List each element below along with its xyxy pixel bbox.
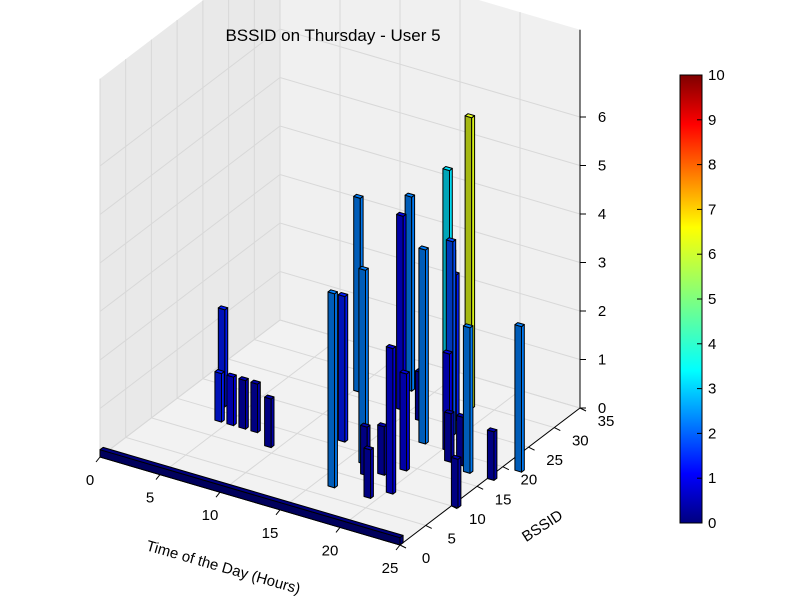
z-tick-label: 4 [598, 206, 606, 223]
bar [337, 292, 349, 443]
z-tick-label: 5 [598, 158, 606, 175]
z-tick-label: 2 [598, 303, 606, 320]
x-tick-label: 15 [262, 525, 279, 542]
grid-line-z [99, 125, 581, 264]
y-tick [502, 466, 510, 471]
colorbar-tick-label: 5 [708, 291, 716, 308]
y-tick-label: 25 [546, 452, 563, 469]
grid-line-z [99, 28, 581, 167]
bar [250, 379, 261, 434]
y-tick [425, 524, 432, 529]
chart-title: BSSID on Thursday - User 5 [225, 26, 440, 45]
bars-layer [99, 113, 525, 546]
colorbar-tick-label: 8 [708, 157, 716, 174]
colorbar-tick-label: 2 [708, 425, 716, 442]
colorbar-tick-label: 3 [708, 381, 716, 398]
colorbar-ticks: 0 1 2 3 4 5 6 7 8 9 10 [697, 67, 725, 532]
bar [226, 372, 237, 427]
y-tick-label: 20 [521, 472, 538, 489]
bar [377, 422, 388, 476]
y-tick-label: 0 [422, 550, 430, 567]
baseline-bar [99, 446, 404, 546]
bar [404, 192, 416, 392]
colorbar-tick-label: 1 [708, 470, 716, 487]
x-tick [395, 544, 401, 551]
bar [418, 245, 429, 445]
x-tick-label: 20 [322, 542, 339, 559]
x-tick-label: 5 [146, 490, 154, 507]
bar [462, 323, 474, 474]
colorbar-tick-label: 10 [708, 67, 725, 84]
bar [514, 322, 525, 473]
bar [238, 376, 249, 430]
y-tick-label: 15 [495, 491, 512, 508]
grid-line-z [99, 173, 581, 312]
x-tick-label: 0 [86, 472, 94, 489]
bar [399, 369, 410, 472]
bar [363, 445, 374, 499]
bar [396, 211, 407, 411]
y-tick-label: 35 [598, 413, 615, 430]
bar [486, 427, 498, 481]
x-axis-label: Time of the Day (Hours) [144, 538, 302, 598]
y-tick-label: 10 [469, 511, 486, 528]
grid-line-z [99, 319, 581, 458]
y-tick-label: 30 [572, 433, 589, 450]
z-tick-label: 1 [598, 352, 606, 369]
x-tick-label: 25 [382, 560, 399, 577]
y-tick [554, 427, 561, 432]
grid-line-z [99, 76, 581, 215]
y-tick [399, 544, 407, 549]
x-tick [335, 527, 341, 533]
x-tick-label: 10 [202, 507, 219, 524]
bar [327, 289, 338, 489]
y-tick [476, 485, 484, 490]
colorbar-tick-label: 6 [708, 246, 716, 263]
colorbar-tick-label: 7 [708, 201, 716, 218]
bar [444, 409, 455, 463]
bar [214, 369, 225, 423]
bar [385, 344, 397, 495]
x-tick [95, 456, 101, 463]
bar [264, 394, 275, 449]
grid-line-z [99, 222, 581, 361]
y-tick [528, 446, 535, 451]
x-tick [155, 474, 161, 480]
x-tick [275, 509, 281, 516]
y-tick-label: 5 [448, 530, 456, 547]
y-axis-label: BSSID [519, 507, 566, 546]
z-tick-label: 3 [598, 255, 606, 272]
colorbar-tick-label: 9 [708, 112, 716, 129]
x-tick [215, 491, 221, 498]
z-tick-label: 0 [598, 400, 606, 417]
colorbar-tick-label: 0 [708, 515, 716, 532]
grid-line-z [99, 270, 581, 409]
bar [445, 237, 457, 437]
colorbar: 0 1 2 3 4 5 6 7 8 9 10 [679, 67, 725, 532]
bar [450, 454, 462, 509]
left-pane [100, 0, 280, 457]
colorbar-tick-label: 4 [708, 336, 716, 353]
z-tick-label: 6 [598, 109, 606, 126]
